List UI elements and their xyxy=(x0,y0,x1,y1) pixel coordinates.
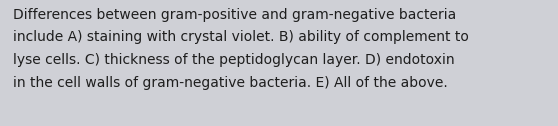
Text: Differences between gram-positive and gram-negative bacteria: Differences between gram-positive and gr… xyxy=(13,8,456,22)
Text: in the cell walls of gram-negative bacteria. E) All of the above.: in the cell walls of gram-negative bacte… xyxy=(13,75,448,89)
Text: include A) staining with crystal violet. B) ability of complement to: include A) staining with crystal violet.… xyxy=(13,30,469,44)
Text: lyse cells. C) thickness of the peptidoglycan layer. D) endotoxin: lyse cells. C) thickness of the peptidog… xyxy=(13,53,455,67)
